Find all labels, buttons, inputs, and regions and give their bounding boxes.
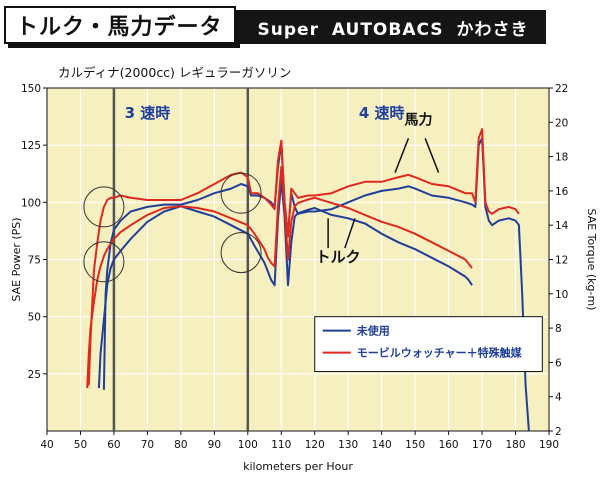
x-tick-label: 100 — [238, 439, 258, 451]
x-tick-label: 110 — [271, 439, 291, 451]
x-tick-label: 170 — [472, 439, 492, 451]
y2-tick-label: 20 — [555, 117, 568, 129]
y2-tick-label: 2 — [555, 426, 562, 438]
x-tick-label: 130 — [338, 439, 358, 451]
series-line-blue-power — [102, 137, 530, 432]
y2-tick-label: 6 — [555, 357, 562, 369]
y2-tick-label: 22 — [555, 83, 568, 95]
y2-tick-label: 10 — [555, 289, 568, 301]
x-tick-label: 60 — [107, 439, 120, 451]
x-tick-label: 80 — [174, 439, 187, 451]
y-tick-label: 125 — [21, 140, 41, 152]
gear-label: 3 速時 — [125, 104, 171, 122]
x-tick-label: 140 — [372, 439, 392, 451]
power-annotation: 馬力 — [404, 112, 432, 129]
y-tick-label: 100 — [21, 197, 41, 209]
y2-tick-label: 12 — [555, 255, 568, 267]
series-line-red-torque — [86, 165, 473, 389]
x-tick-label: 120 — [305, 439, 325, 451]
power-arrow — [424, 138, 440, 173]
torque-arrow — [344, 218, 356, 249]
power-arrow — [394, 138, 410, 173]
y2-tick-label: 8 — [555, 323, 562, 335]
x-tick-label: 150 — [405, 439, 425, 451]
highlight-circle — [220, 172, 262, 214]
highlight-circle — [83, 241, 125, 283]
highlight-circle — [220, 232, 262, 274]
y-tick-label: 150 — [21, 83, 41, 95]
x-axis-label: kilometers per Hour — [243, 460, 353, 473]
legend-label: モービルウォッチャー＋特殊触媒 — [357, 346, 523, 360]
y-tick-label: 75 — [28, 255, 41, 267]
y2-axis-label: SAE Torque (kg-m) — [585, 209, 598, 311]
x-tick-label: 40 — [40, 439, 53, 451]
highlight-circle — [83, 186, 125, 228]
y-axis-label: SAE Power (PS) — [10, 217, 23, 301]
legend-box — [314, 316, 543, 373]
y-tick-label: 50 — [28, 312, 41, 324]
y2-tick-label: 4 — [555, 392, 562, 404]
x-tick-label: 50 — [74, 439, 87, 451]
y-tick-label: 25 — [28, 369, 41, 381]
x-tick-label: 70 — [141, 439, 154, 451]
header-shop-box: Super AUTOBACS かわさき — [240, 10, 546, 44]
legend-label: 未使用 — [356, 324, 390, 338]
x-tick-label: 90 — [208, 439, 221, 451]
chart-subtitle: カルディナ(2000cc) レギュラーガソリン — [58, 65, 292, 80]
series-line-blue-torque — [97, 179, 473, 389]
x-tick-label: 180 — [506, 439, 526, 451]
x-tick-label: 190 — [539, 439, 559, 451]
gear-label: 4 速時 — [359, 104, 405, 122]
header-title-box: トルク・馬力データ — [4, 6, 236, 44]
torque-annotation: トルク — [316, 248, 361, 266]
header-title: トルク・馬力データ — [16, 15, 223, 40]
y2-tick-label: 18 — [555, 152, 568, 164]
header-shop: Super AUTOBACS かわさき — [257, 19, 529, 40]
y2-tick-label: 14 — [555, 220, 569, 232]
y2-tick-label: 16 — [555, 186, 569, 198]
x-tick-label: 160 — [439, 439, 459, 451]
